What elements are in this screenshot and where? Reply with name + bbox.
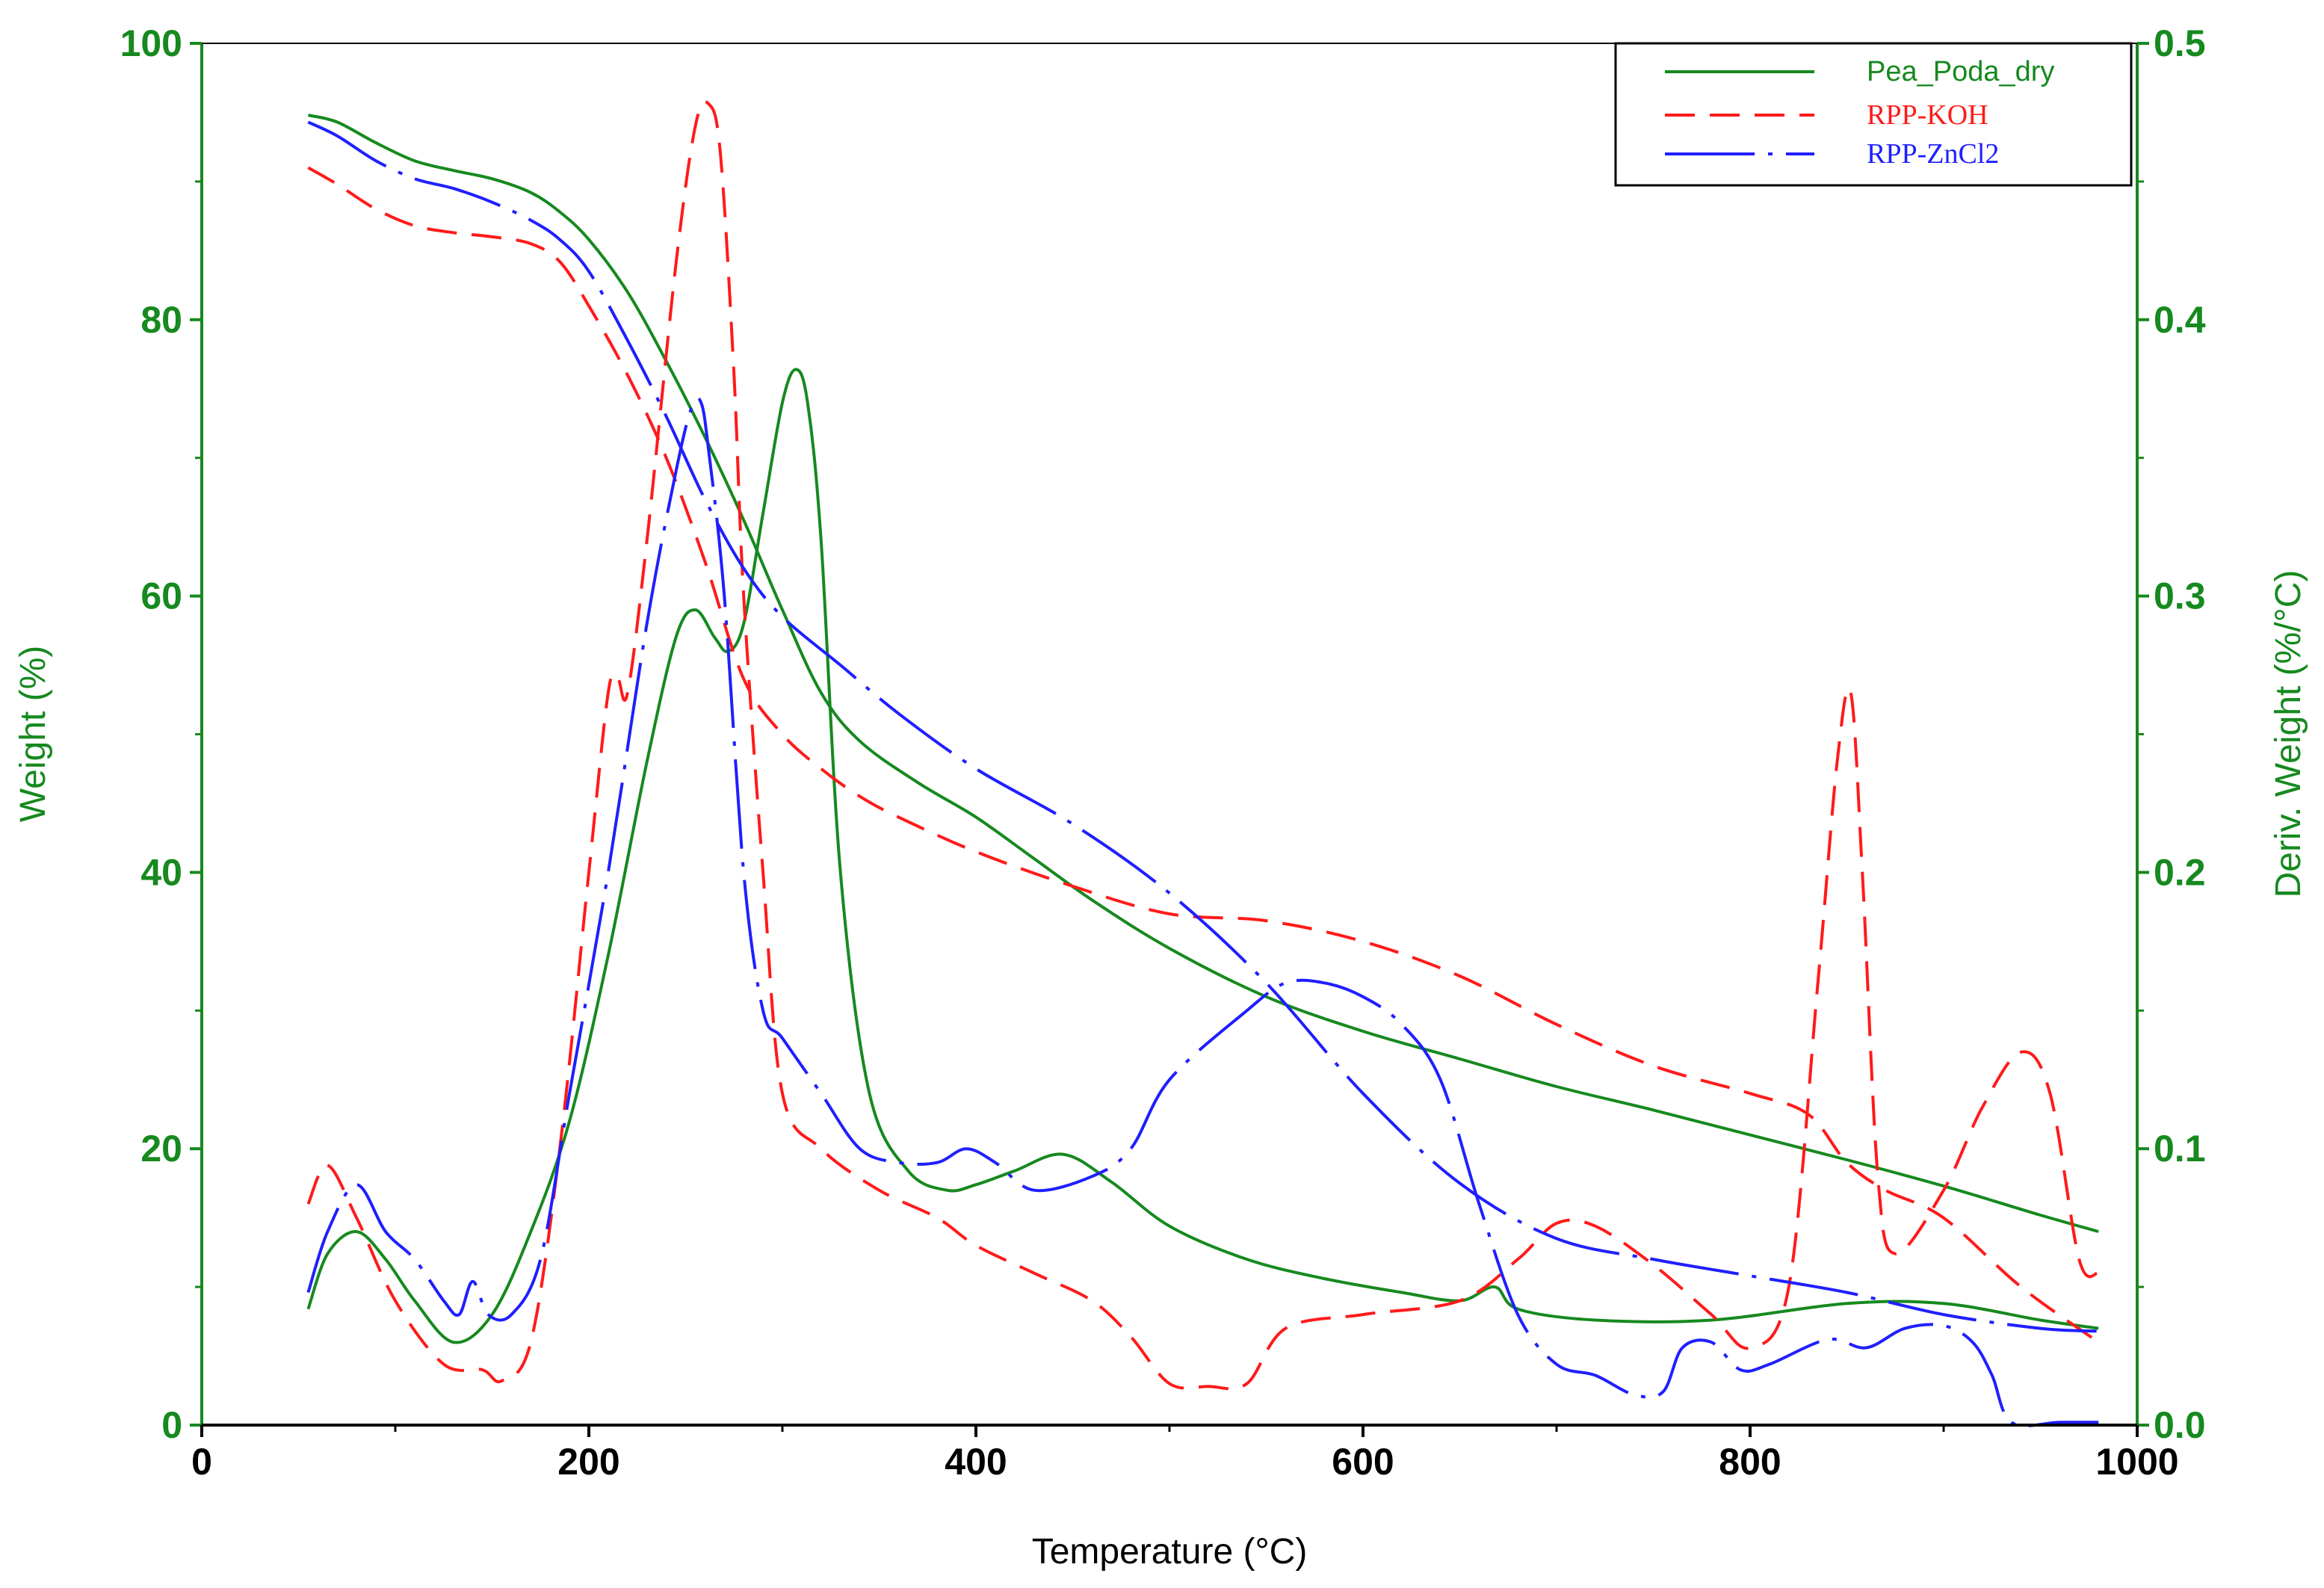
x-tick-label: 200 — [557, 1441, 619, 1483]
y2-tick-label: 0.1 — [2154, 1128, 2206, 1170]
curves-layer — [306, 100, 2100, 1427]
ticks-layer: 0 20 40 60 80 100 0.0 0.1 0.2 0.3 0.4 0.5 0 200 400 600… — [120, 22, 2206, 1483]
y2-tick-label: 0.5 — [2154, 22, 2206, 64]
legend-label-rpp-koh: RPP-KOH — [1867, 99, 1988, 131]
x-tick-label: 800 — [1719, 1441, 1781, 1483]
x-tick-label: 600 — [1332, 1441, 1394, 1483]
y-tick-label: 0 — [161, 1404, 182, 1446]
y2-tick-label: 0.4 — [2154, 299, 2206, 341]
y-tick-label: 100 — [120, 22, 182, 64]
x-tick-label: 1000 — [2095, 1441, 2178, 1483]
legend: Pea_Poda_dry RPP-KOH RPP-ZnCl2 — [1614, 42, 2133, 187]
legend-label-rpp-zncl2: RPP-ZnCl2 — [1867, 138, 1999, 170]
legend-label-pea-poda: Pea_Poda_dry — [1867, 56, 2054, 87]
y-tick-label: 40 — [140, 851, 182, 893]
series-rpp-zncl2-derivative-curve — [306, 396, 2099, 1427]
series-rpp-koh-derivative-curve — [306, 100, 2100, 1391]
y-tick-label: 80 — [140, 299, 182, 341]
y-tick-label: 20 — [140, 1128, 182, 1170]
y-tick-label: 60 — [140, 575, 182, 617]
legend-box — [1614, 42, 2133, 187]
y-axis-title: Weight (%) — [13, 646, 53, 823]
series-pea-poda-dry-weight-curve — [307, 114, 2099, 1234]
series-pea-poda-dry-derivative-curve — [306, 368, 2099, 1344]
y2-tick-label: 0.2 — [2154, 851, 2206, 893]
x-tick-label: 400 — [945, 1441, 1007, 1483]
y2-axis-title: Deriv. Weight (%/°C) — [2269, 570, 2308, 898]
x-axis-title: Temperature (°C) — [1032, 1532, 1308, 1572]
axes-layer — [200, 43, 2139, 1427]
y2-tick-label: 0.0 — [2154, 1404, 2206, 1446]
series-rpp-koh-weight-curve — [307, 166, 2100, 1344]
y2-tick-label: 0.3 — [2154, 575, 2206, 617]
series-rpp-zncl2-weight-curve — [307, 120, 2099, 1333]
x-tick-label: 0 — [191, 1441, 212, 1483]
